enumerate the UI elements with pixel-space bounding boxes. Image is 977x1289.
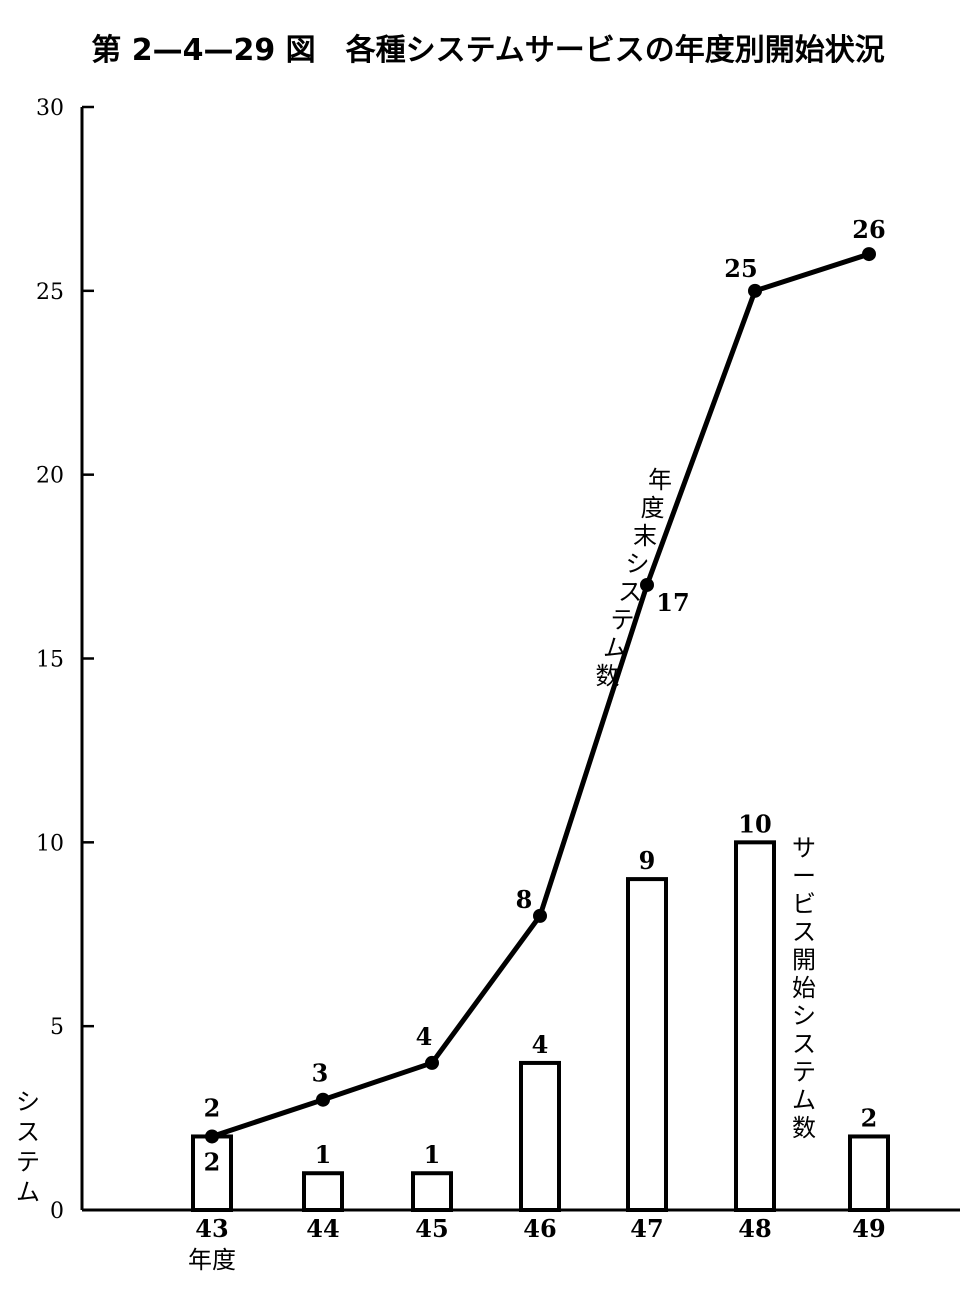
bar-series-label-char: ビ bbox=[792, 890, 816, 918]
y-axis-label-char: シ bbox=[16, 1088, 40, 1116]
bar-series-label-char: テ bbox=[792, 1058, 816, 1086]
bar-45 bbox=[411, 1171, 453, 1212]
line-series-label-char: ス bbox=[618, 578, 642, 606]
bar-series-label-char: 数 bbox=[792, 1114, 816, 1142]
bar-series-label-char: ー bbox=[792, 862, 816, 890]
line-value-label: 8 bbox=[516, 885, 533, 914]
y-axis-label-char: ム bbox=[16, 1178, 40, 1206]
bar-value-label: 1 bbox=[315, 1140, 332, 1169]
y-tick-label: 5 bbox=[50, 1015, 64, 1040]
bars bbox=[191, 840, 890, 1213]
bar-series-label-char: ム bbox=[792, 1086, 816, 1114]
bar-value-label: 1 bbox=[424, 1140, 441, 1169]
bar-47 bbox=[626, 877, 668, 1212]
bar-value-label: 4 bbox=[532, 1030, 549, 1059]
bar-value-label: 10 bbox=[738, 809, 771, 838]
line-point-48 bbox=[748, 283, 762, 298]
bar-value-label: 2 bbox=[861, 1103, 878, 1132]
y-axis-label-char: テ bbox=[16, 1148, 40, 1176]
bar-series-label-char: シ bbox=[792, 1002, 816, 1030]
y-tick-label: 25 bbox=[36, 280, 64, 305]
bar-series-label-char: ス bbox=[792, 1030, 816, 1058]
bar-series-label-char: サ bbox=[792, 834, 816, 862]
bar-43 bbox=[191, 1134, 233, 1213]
line-series-label-char: 末 bbox=[633, 522, 657, 550]
x-tick-label: 44 bbox=[306, 1214, 339, 1243]
line-point-46 bbox=[533, 908, 547, 923]
y-tick-label: 20 bbox=[36, 464, 64, 489]
bar-44 bbox=[302, 1171, 344, 1212]
line-value-label: 26 bbox=[852, 215, 885, 244]
x-tick-label: 49 bbox=[852, 1214, 885, 1243]
line-series-label-char: ム bbox=[603, 634, 627, 662]
x-tick-label: 43 bbox=[195, 1214, 228, 1243]
y-tick-label: 10 bbox=[36, 831, 64, 856]
y-tick-label: 0 bbox=[50, 1199, 64, 1224]
line-series-label-char: テ bbox=[611, 606, 635, 634]
x-axis-label: 年度 bbox=[188, 1246, 236, 1274]
bar-46 bbox=[519, 1060, 561, 1213]
bar-series-label-char: ス bbox=[792, 918, 816, 946]
line-point-47 bbox=[640, 577, 654, 592]
line-point-45 bbox=[425, 1055, 439, 1070]
chart-title: 第 2—4—29 図 各種システムサービスの年度別開始状況 bbox=[91, 33, 884, 68]
x-tick-label: 47 bbox=[630, 1214, 663, 1243]
line-series-label-char: 年 bbox=[648, 466, 672, 494]
x-tick-label: 48 bbox=[738, 1214, 771, 1243]
line-point-44 bbox=[316, 1092, 330, 1107]
bar-value-label: 9 bbox=[639, 846, 656, 875]
line-value-label: 17 bbox=[656, 588, 689, 617]
bar-49 bbox=[848, 1134, 890, 1213]
bar-value-label: 2 bbox=[204, 1147, 221, 1176]
line-series-label-char: シ bbox=[626, 550, 650, 578]
line-series-label-char: 数 bbox=[596, 662, 620, 690]
line-value-label: 2 bbox=[204, 1093, 221, 1122]
y-tick-label: 30 bbox=[36, 96, 64, 121]
y-tick-label: 15 bbox=[36, 648, 64, 673]
bar-48 bbox=[734, 840, 776, 1212]
line-value-label: 4 bbox=[416, 1022, 433, 1051]
line-series-label-char: 度 bbox=[641, 494, 665, 522]
line-series bbox=[205, 247, 876, 1144]
line-point-43 bbox=[205, 1129, 219, 1144]
y-axis-label-char: ス bbox=[16, 1118, 40, 1146]
bar-series-label-char: 開 bbox=[792, 946, 816, 974]
line-value-label: 25 bbox=[724, 254, 757, 283]
bar-series-label-char: 始 bbox=[792, 974, 816, 1002]
line-point-49 bbox=[862, 247, 876, 262]
line-value-label: 3 bbox=[312, 1059, 329, 1088]
x-tick-label: 46 bbox=[523, 1214, 556, 1243]
x-tick-label: 45 bbox=[415, 1214, 448, 1243]
